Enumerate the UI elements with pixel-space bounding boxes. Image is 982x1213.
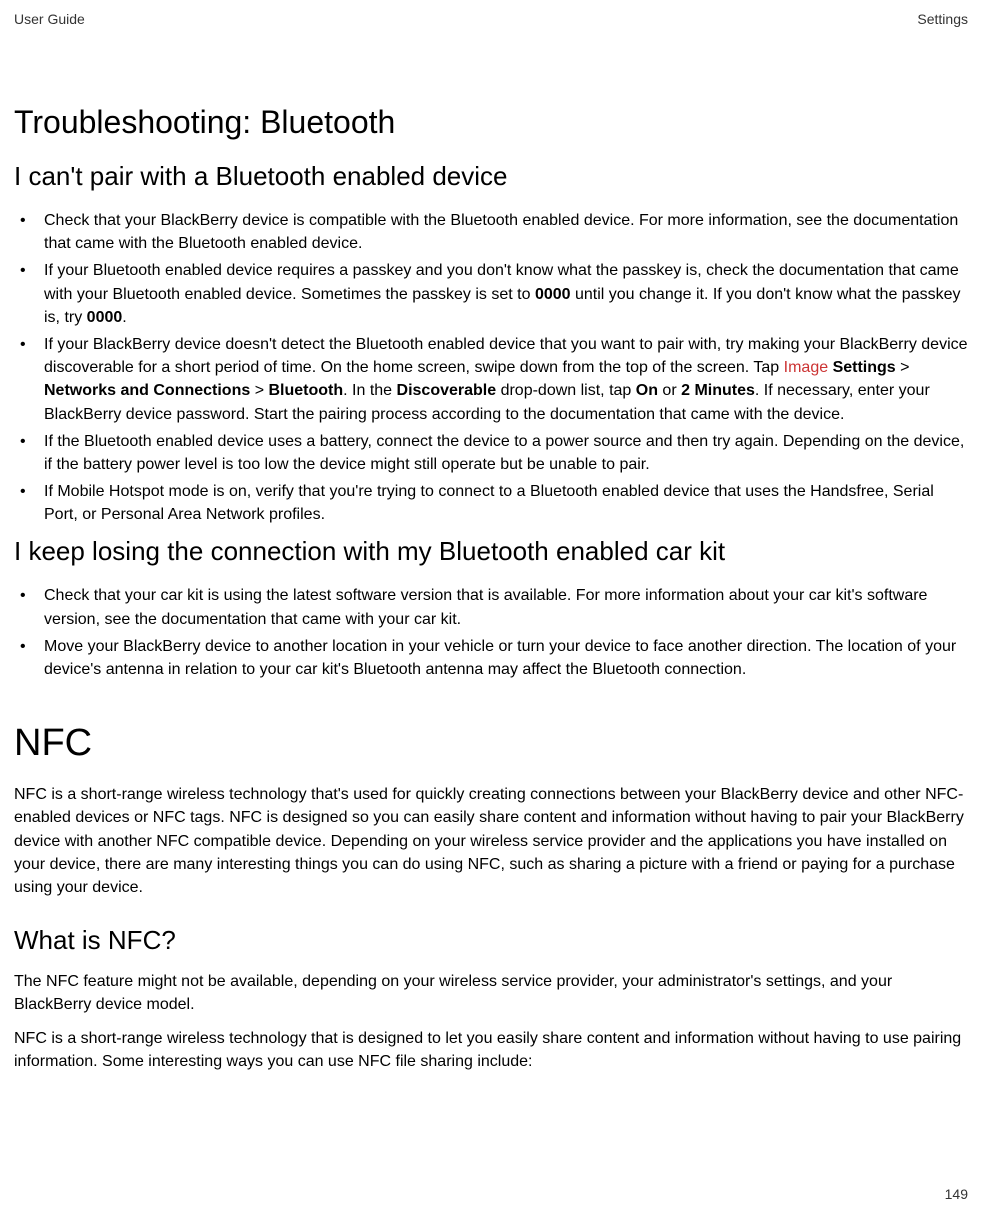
- nfc-heading: NFC: [14, 722, 968, 765]
- text-fragment: or: [658, 382, 681, 399]
- text-fragment: >: [250, 382, 268, 399]
- bold-text: 0000: [87, 309, 123, 326]
- bold-text: On: [636, 382, 658, 399]
- bold-text: Discoverable: [397, 382, 497, 399]
- troubleshooting-heading: Troubleshooting: Bluetooth: [14, 104, 968, 141]
- list-item: If the Bluetooth enabled device uses a b…: [14, 430, 968, 476]
- bold-text: Bluetooth: [268, 382, 343, 399]
- page-number: 149: [945, 1186, 968, 1202]
- list-item: Move your BlackBerry device to another l…: [14, 635, 968, 681]
- bold-text: 2 Minutes: [681, 382, 755, 399]
- list-item: If your Bluetooth enabled device require…: [14, 259, 968, 329]
- losing-connection-subheading: I keep losing the connection with my Blu…: [14, 536, 968, 567]
- nfc-intro-paragraph: NFC is a short-range wireless technology…: [14, 783, 968, 899]
- losing-connection-bullet-list: Check that your car kit is using the lat…: [14, 584, 968, 681]
- list-item: If your BlackBerry device doesn't detect…: [14, 333, 968, 426]
- image-placeholder-text: Image: [784, 359, 828, 376]
- cant-pair-subheading: I can't pair with a Bluetooth enabled de…: [14, 161, 968, 192]
- bold-text: Networks and Connections: [44, 382, 250, 399]
- bold-text: Settings: [833, 359, 896, 376]
- nfc-description-paragraph: NFC is a short-range wireless technology…: [14, 1027, 968, 1073]
- bold-text: 0000: [535, 286, 571, 303]
- text-fragment: .: [122, 309, 126, 326]
- cant-pair-bullet-list: Check that your BlackBerry device is com…: [14, 209, 968, 526]
- list-item: Check that your car kit is using the lat…: [14, 584, 968, 630]
- header-left-text: User Guide: [14, 11, 85, 27]
- what-is-nfc-subheading: What is NFC?: [14, 925, 968, 956]
- text-fragment: . In the: [343, 382, 396, 399]
- text-fragment: drop-down list, tap: [496, 382, 636, 399]
- header-right-text: Settings: [917, 11, 968, 27]
- list-item: Check that your BlackBerry device is com…: [14, 209, 968, 255]
- list-item: If Mobile Hotspot mode is on, verify tha…: [14, 480, 968, 526]
- page-header: User Guide Settings: [14, 11, 968, 27]
- text-fragment: >: [896, 359, 910, 376]
- nfc-availability-paragraph: The NFC feature might not be available, …: [14, 970, 968, 1016]
